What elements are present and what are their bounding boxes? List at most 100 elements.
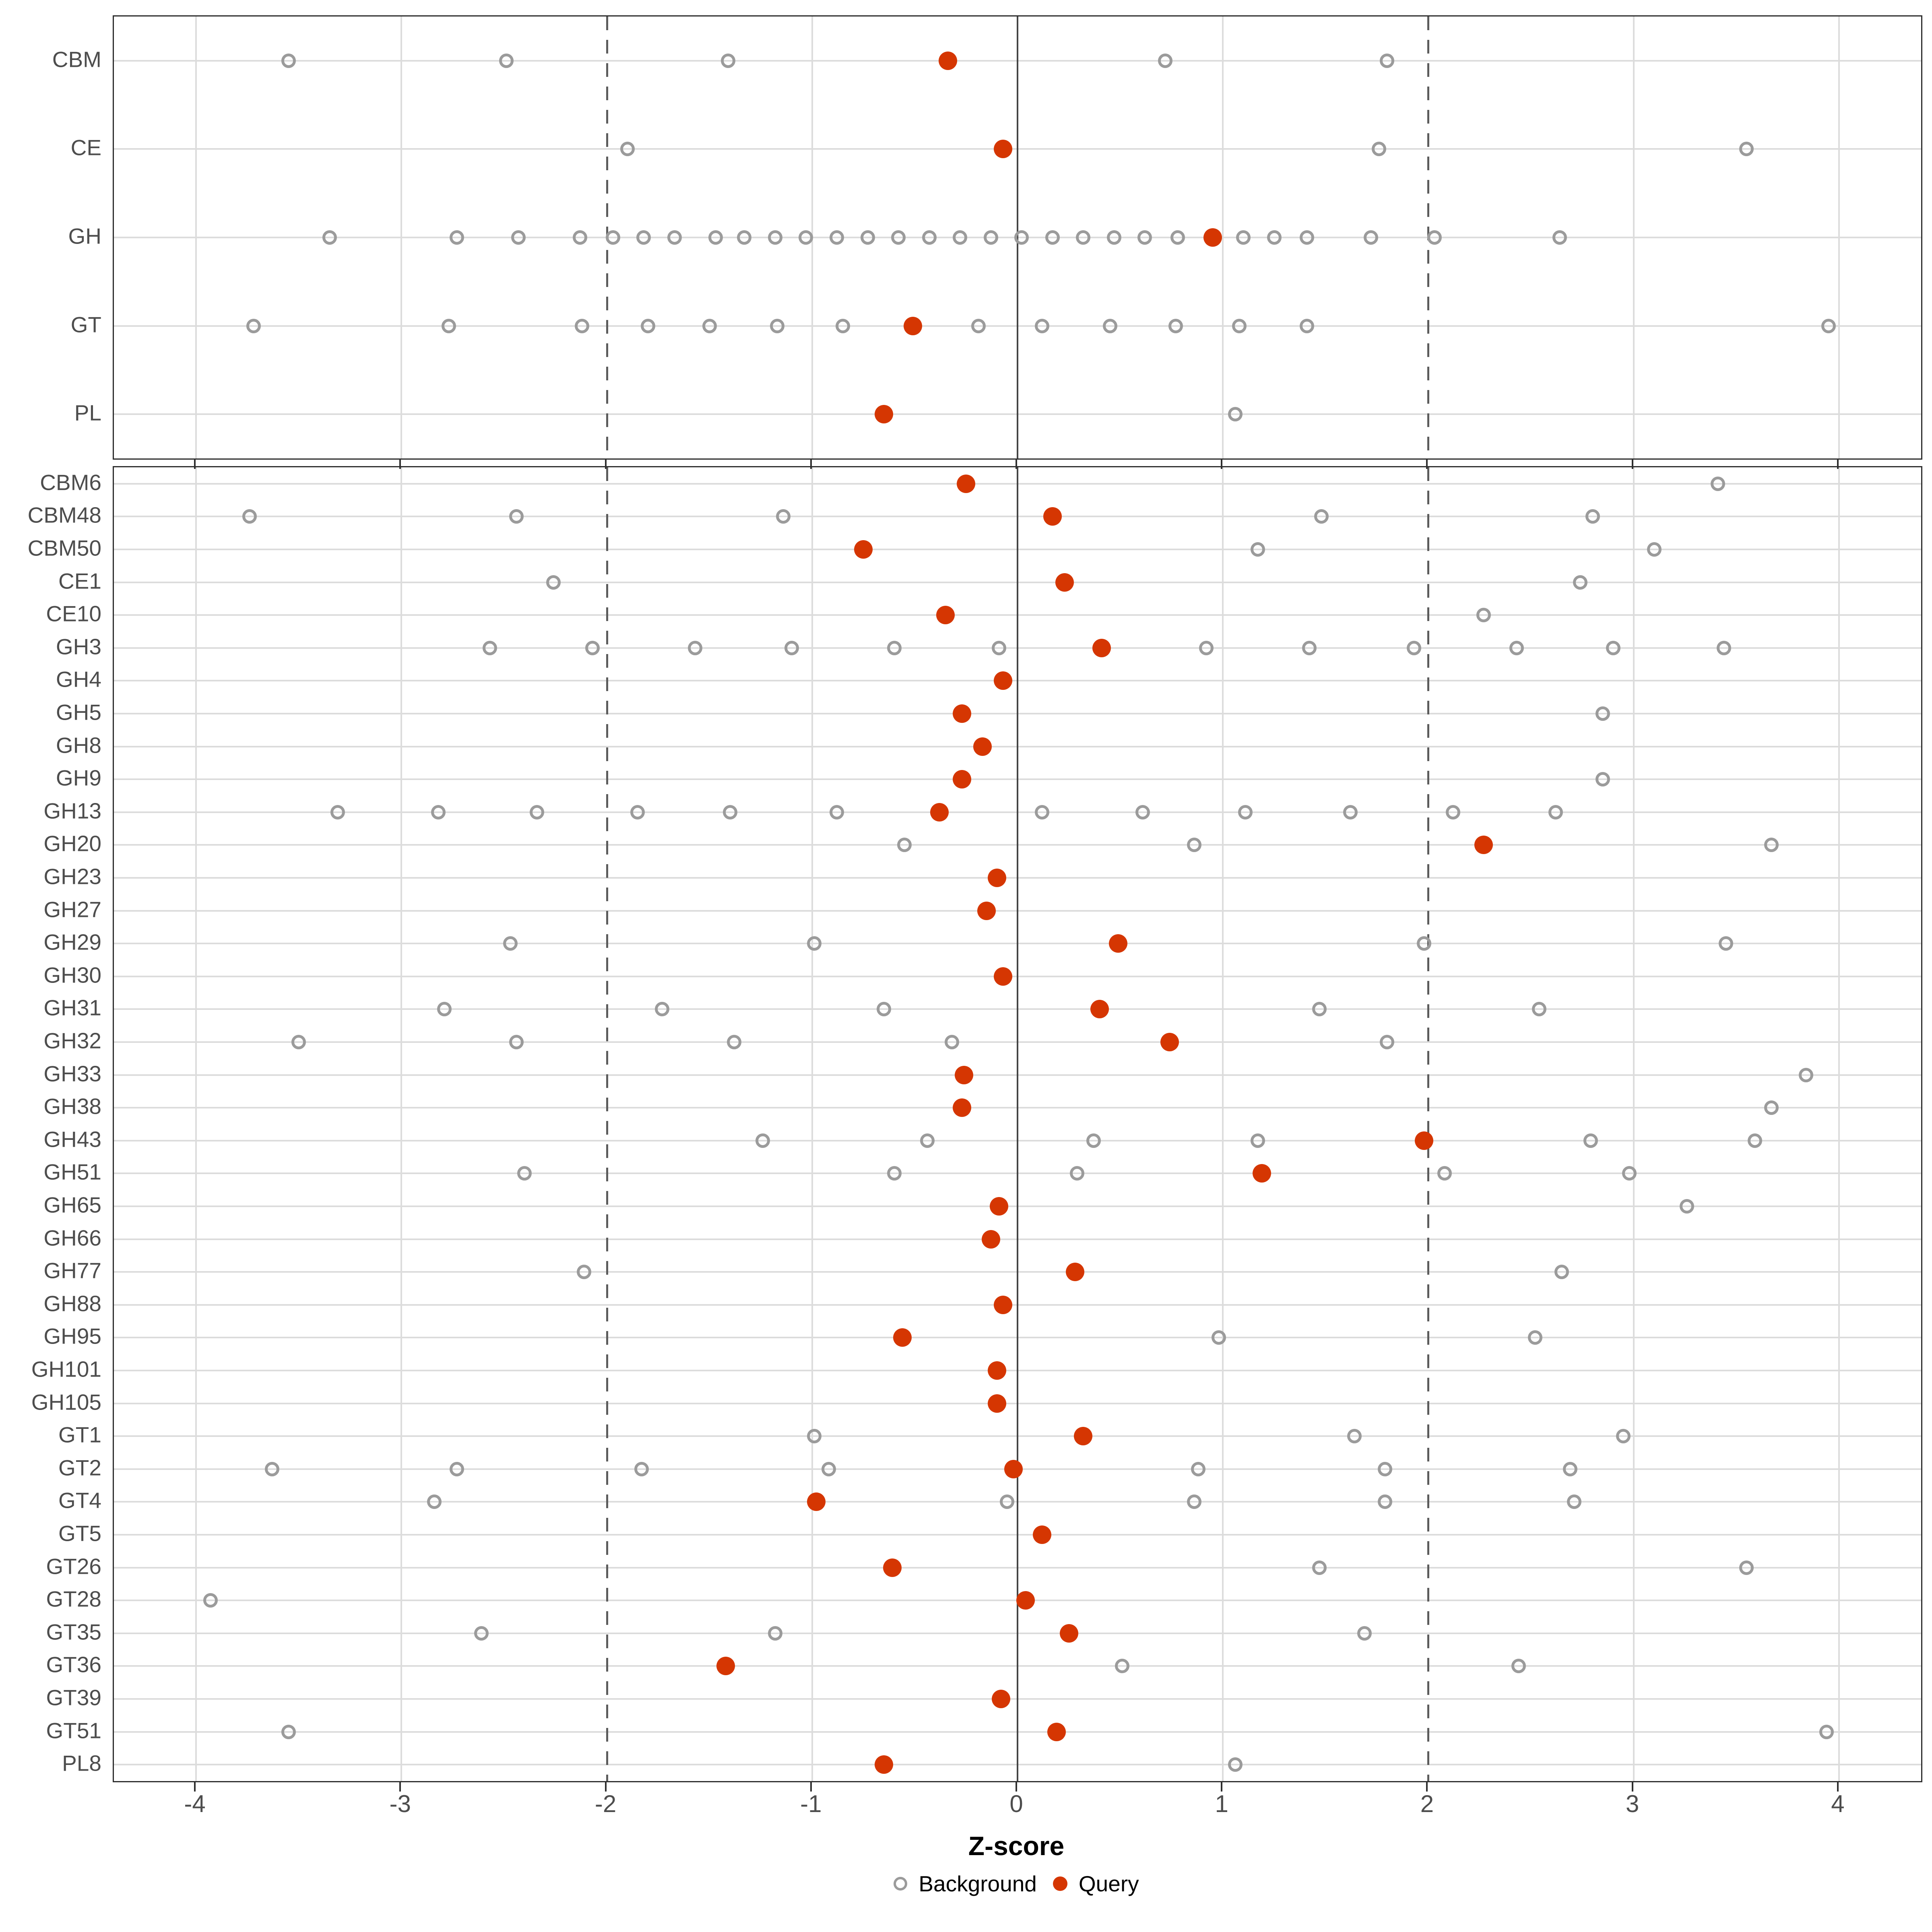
background-point xyxy=(1739,142,1754,157)
query-point xyxy=(1415,1131,1434,1150)
background-point xyxy=(509,1035,524,1049)
row-label-GH3: GH3 xyxy=(56,634,101,659)
background-point xyxy=(1739,1560,1754,1575)
background-point xyxy=(1199,640,1214,655)
background-point xyxy=(1086,1133,1101,1148)
background-point xyxy=(620,142,635,157)
row-label-CBM48: CBM48 xyxy=(27,502,101,528)
query-point xyxy=(938,51,957,70)
background-point xyxy=(482,640,497,655)
background-point xyxy=(1821,318,1836,333)
query-point xyxy=(893,1328,912,1347)
gridline-vertical xyxy=(195,467,197,1781)
background-point xyxy=(474,1626,489,1641)
background-point xyxy=(1717,640,1732,655)
query-point xyxy=(953,704,972,723)
background-point xyxy=(1380,53,1395,68)
query-point xyxy=(994,1295,1013,1314)
axis-tick xyxy=(1837,458,1839,469)
query-point xyxy=(1092,638,1111,657)
background-point xyxy=(877,1002,892,1017)
panel-families xyxy=(113,15,1922,460)
background-point xyxy=(1300,230,1315,245)
background-point xyxy=(577,1265,592,1280)
background-point xyxy=(291,1035,306,1049)
background-point xyxy=(720,53,735,68)
background-point xyxy=(1250,542,1265,557)
background-point xyxy=(897,838,912,852)
background-point xyxy=(1764,1100,1779,1115)
query-point xyxy=(977,901,996,920)
query-point xyxy=(1065,1263,1084,1282)
background-point xyxy=(264,1461,279,1476)
query-point xyxy=(1090,1000,1109,1019)
query-point xyxy=(994,967,1013,986)
background-point xyxy=(1417,936,1432,951)
background-point xyxy=(585,640,600,655)
background-point xyxy=(1378,1494,1393,1509)
row-label-GT36: GT36 xyxy=(46,1652,101,1677)
row-label-GH38: GH38 xyxy=(43,1094,101,1119)
background-point xyxy=(1799,1067,1814,1082)
background-point xyxy=(605,230,620,245)
gridline-vertical xyxy=(1838,467,1840,1781)
background-point xyxy=(737,230,752,245)
background-point xyxy=(784,640,799,655)
row-label-GT35: GT35 xyxy=(46,1619,101,1645)
axis-tick xyxy=(1631,1781,1633,1792)
background-point xyxy=(992,640,1007,655)
row-label-GH32: GH32 xyxy=(43,1028,101,1053)
background-point xyxy=(640,318,655,333)
background-point xyxy=(1747,1133,1762,1148)
background-point xyxy=(708,230,723,245)
background-point xyxy=(281,53,296,68)
background-point xyxy=(1135,805,1150,819)
background-point xyxy=(971,318,986,333)
background-point xyxy=(634,1461,649,1476)
axis-tick-label: -4 xyxy=(184,1790,206,1817)
background-point xyxy=(322,230,337,245)
background-point xyxy=(722,805,737,819)
query-point xyxy=(807,1492,826,1511)
background-point xyxy=(242,509,257,524)
row-label-GH9: GH9 xyxy=(56,765,101,791)
background-point xyxy=(1567,1494,1581,1509)
row-label-GH23: GH23 xyxy=(43,864,101,889)
query-point xyxy=(987,1361,1006,1380)
query-point xyxy=(1474,836,1493,855)
background-point xyxy=(1719,936,1734,951)
background-point xyxy=(1106,230,1121,245)
background-point xyxy=(1238,805,1253,819)
background-point xyxy=(1187,838,1201,852)
background-point xyxy=(1232,318,1247,333)
gridline-vertical xyxy=(400,467,402,1781)
query-point xyxy=(990,1197,1009,1216)
axis-tick-label: 4 xyxy=(1831,1790,1845,1817)
query-point xyxy=(1253,1164,1271,1183)
background-point xyxy=(1563,1461,1577,1476)
row-label-GH88: GH88 xyxy=(43,1291,101,1316)
query-point xyxy=(1047,1722,1066,1741)
background-point xyxy=(1228,407,1243,422)
row-label-GH101: GH101 xyxy=(31,1356,101,1382)
gridline-vertical xyxy=(1633,467,1635,1781)
background-point xyxy=(821,1461,836,1476)
background-point xyxy=(1548,805,1563,819)
axis-tick xyxy=(1221,458,1223,469)
row-label-GT51: GT51 xyxy=(46,1718,101,1743)
background-point xyxy=(1596,772,1610,787)
query-point xyxy=(953,770,972,789)
axis-tick-label: 0 xyxy=(1009,1790,1023,1817)
background-point xyxy=(799,230,813,245)
axis-tick-label: 3 xyxy=(1625,1790,1639,1817)
row-label-GT26: GT26 xyxy=(46,1554,101,1579)
background-point xyxy=(530,805,545,819)
background-point xyxy=(891,230,906,245)
query-point xyxy=(994,140,1013,159)
background-point xyxy=(1363,230,1378,245)
background-point xyxy=(509,509,524,524)
row-label-GH30: GH30 xyxy=(43,962,101,988)
background-point xyxy=(1552,230,1567,245)
row-label-GH27: GH27 xyxy=(43,897,101,922)
background-point xyxy=(1035,318,1050,333)
